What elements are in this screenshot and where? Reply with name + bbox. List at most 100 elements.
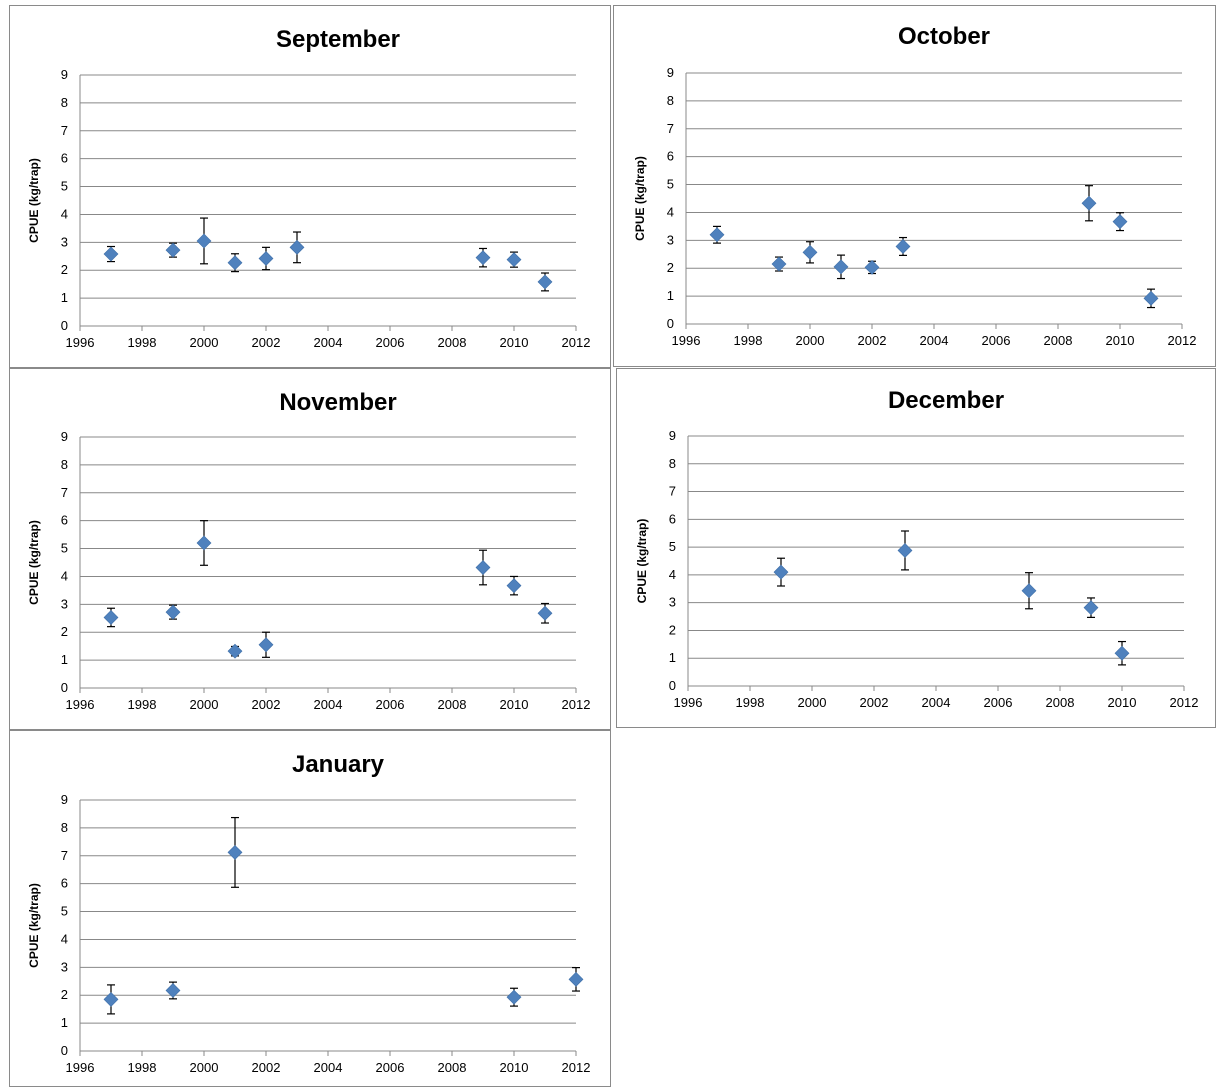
x-tick-label: 2000 bbox=[190, 335, 219, 350]
y-tick-label: 5 bbox=[61, 904, 68, 919]
y-tick-label: 4 bbox=[61, 568, 68, 583]
y-tick-label: 9 bbox=[61, 429, 68, 444]
y-tick-label: 8 bbox=[61, 457, 68, 472]
y-axis-label: CPUE (kg/trap) bbox=[633, 156, 647, 241]
y-tick-label: 7 bbox=[61, 123, 68, 138]
y-tick-label: 6 bbox=[61, 151, 68, 166]
y-tick-label: 7 bbox=[61, 485, 68, 500]
chart-svg: November 0 1 2 3 4 5 6 7 8 9 1996 1998 2000 2002 2004 20… bbox=[27, 389, 591, 712]
y-tick-label: 1 bbox=[61, 652, 68, 667]
data-point bbox=[196, 233, 212, 249]
x-tick-label: 2000 bbox=[190, 697, 219, 712]
y-tick-label: 5 bbox=[61, 541, 68, 556]
x-tick-label: 2002 bbox=[252, 1060, 281, 1075]
x-tick-label: 2012 bbox=[562, 1060, 591, 1075]
y-tick-label: 4 bbox=[61, 931, 68, 946]
y-tick-label: 2 bbox=[61, 624, 68, 639]
x-tick-label: 2006 bbox=[984, 695, 1013, 710]
data-point bbox=[475, 250, 491, 266]
x-tick-label: 2010 bbox=[500, 1060, 529, 1075]
chart-title: September bbox=[276, 26, 400, 53]
x-tick-label: 2010 bbox=[1108, 695, 1137, 710]
x-tick-label: 1998 bbox=[128, 697, 157, 712]
chart-svg: December 0 1 2 3 4 5 6 7 8 9 1996 1998 2000 2002 2004 20… bbox=[635, 387, 1199, 710]
y-tick-label: 0 bbox=[667, 316, 674, 331]
data-point bbox=[258, 637, 274, 653]
data-point bbox=[196, 535, 212, 551]
y-tick-label: 6 bbox=[667, 149, 674, 164]
y-tick-label: 9 bbox=[669, 428, 676, 443]
x-tick-label: 2006 bbox=[376, 697, 405, 712]
data-point bbox=[227, 255, 243, 271]
y-tick-label: 3 bbox=[667, 232, 674, 247]
chart-svg: January 0 1 2 3 4 5 6 7 8 9 1996 1998 2000 2002 2004 200… bbox=[27, 751, 591, 1075]
x-tick-label: 2008 bbox=[438, 697, 467, 712]
data-point bbox=[165, 983, 181, 998]
y-tick-label: 2 bbox=[61, 987, 68, 1002]
chart-panel-november: November 0 1 2 3 4 5 6 7 8 9 1996 1998 2000 2002 2004 20… bbox=[9, 368, 611, 730]
data-point bbox=[895, 239, 911, 254]
y-tick-label: 6 bbox=[61, 876, 68, 891]
chart-panel-december: December 0 1 2 3 4 5 6 7 8 9 1996 1998 2000 2002 2004 20… bbox=[616, 368, 1216, 728]
data-point bbox=[897, 543, 913, 558]
y-tick-label: 5 bbox=[667, 177, 674, 192]
x-tick-label: 2002 bbox=[252, 335, 281, 350]
y-tick-label: 6 bbox=[669, 511, 676, 526]
y-tick-label: 9 bbox=[667, 65, 674, 80]
chart-title: December bbox=[888, 387, 1004, 414]
x-tick-label: 2012 bbox=[562, 697, 591, 712]
data-point bbox=[537, 274, 553, 290]
x-tick-label: 2010 bbox=[500, 335, 529, 350]
data-point bbox=[289, 239, 305, 255]
x-tick-label: 2012 bbox=[1170, 695, 1199, 710]
y-tick-label: 4 bbox=[667, 204, 674, 219]
x-tick-label: 1996 bbox=[672, 333, 701, 348]
x-tick-label: 2004 bbox=[920, 333, 949, 348]
data-point bbox=[1143, 290, 1159, 306]
chart-title: October bbox=[898, 23, 990, 50]
data-point bbox=[773, 564, 789, 580]
y-tick-label: 7 bbox=[669, 484, 676, 499]
y-tick-label: 6 bbox=[61, 513, 68, 528]
chart-panel-september: September 0 1 2 3 4 5 6 7 8 9 1996 1998 2000 2002 2004 2… bbox=[9, 5, 611, 368]
x-tick-label: 2000 bbox=[798, 695, 827, 710]
x-tick-label: 2004 bbox=[314, 1060, 343, 1075]
x-tick-label: 2000 bbox=[796, 333, 825, 348]
y-tick-label: 0 bbox=[61, 1043, 68, 1058]
y-tick-label: 7 bbox=[667, 121, 674, 136]
x-tick-label: 1996 bbox=[66, 335, 95, 350]
y-tick-label: 9 bbox=[61, 67, 68, 82]
data-point bbox=[568, 971, 584, 987]
x-tick-label: 2010 bbox=[500, 697, 529, 712]
chart-panel-january: January 0 1 2 3 4 5 6 7 8 9 1996 1998 2000 2002 2004 200… bbox=[9, 730, 611, 1087]
y-tick-label: 5 bbox=[669, 539, 676, 554]
data-point bbox=[1083, 600, 1099, 616]
y-axis-label: CPUE (kg/trap) bbox=[27, 883, 41, 968]
data-point bbox=[475, 560, 491, 575]
x-tick-label: 2008 bbox=[1046, 695, 1075, 710]
data-point bbox=[506, 578, 522, 594]
y-axis-label: CPUE (kg/trap) bbox=[27, 158, 41, 243]
data-point bbox=[1021, 583, 1037, 599]
y-tick-label: 8 bbox=[669, 456, 676, 471]
x-tick-label: 2010 bbox=[1106, 333, 1135, 348]
data-point bbox=[1081, 195, 1097, 211]
y-tick-label: 1 bbox=[61, 1015, 68, 1030]
y-axis-label: CPUE (kg/trap) bbox=[27, 520, 41, 605]
y-tick-label: 2 bbox=[667, 260, 674, 275]
x-tick-label: 1998 bbox=[736, 695, 765, 710]
x-tick-label: 2002 bbox=[858, 333, 887, 348]
x-tick-label: 2006 bbox=[982, 333, 1011, 348]
chart-title: November bbox=[279, 389, 396, 416]
data-point bbox=[1112, 214, 1128, 230]
x-tick-label: 2006 bbox=[376, 1060, 405, 1075]
x-tick-label: 1996 bbox=[674, 695, 703, 710]
y-tick-label: 8 bbox=[667, 93, 674, 108]
data-point bbox=[103, 991, 119, 1007]
x-tick-label: 2012 bbox=[562, 335, 591, 350]
data-point bbox=[165, 604, 181, 620]
y-tick-label: 9 bbox=[61, 792, 68, 807]
x-tick-label: 2006 bbox=[376, 335, 405, 350]
data-point bbox=[833, 259, 849, 275]
y-tick-label: 2 bbox=[61, 262, 68, 277]
